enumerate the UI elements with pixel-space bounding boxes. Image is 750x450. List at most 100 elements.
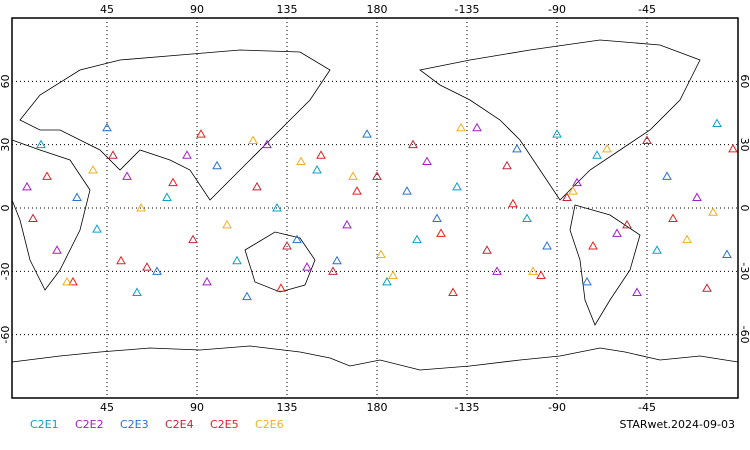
x-tick-label-top: 180	[367, 3, 388, 16]
triangle-marker	[142, 262, 152, 271]
triangle-marker	[572, 177, 582, 187]
triangle-marker	[492, 266, 502, 275]
triangle-marker	[388, 270, 398, 280]
triangle-marker	[432, 213, 442, 223]
triangle-marker	[562, 192, 572, 201]
triangle-marker	[68, 276, 78, 286]
triangle-marker	[136, 202, 146, 212]
triangle-marker	[376, 249, 386, 258]
triangle-marker	[122, 171, 132, 180]
x-tick-label-top: 45	[100, 3, 114, 16]
triangle-marker	[422, 156, 432, 166]
triangle-marker	[362, 129, 372, 138]
triangle-marker	[36, 139, 46, 149]
triangle-marker	[28, 213, 38, 223]
triangle-marker	[168, 177, 178, 187]
triangle-marker	[232, 255, 242, 265]
triangle-marker	[508, 198, 518, 208]
triangle-marker	[88, 164, 98, 174]
x-tick-label-top: -90	[548, 3, 566, 16]
triangle-marker	[316, 150, 326, 159]
triangle-marker	[642, 135, 652, 144]
x-tick-label-bottom: 45	[100, 401, 114, 414]
triangle-marker	[188, 234, 198, 244]
triangle-marker	[728, 143, 738, 153]
triangle-marker	[722, 249, 732, 258]
triangle-marker	[712, 118, 722, 128]
triangle-marker	[292, 234, 302, 244]
y-tick-label-left: 60	[0, 74, 12, 88]
triangle-marker	[222, 219, 232, 229]
triangle-marker	[62, 276, 72, 286]
triangle-marker	[708, 207, 718, 216]
triangle-marker	[512, 143, 522, 153]
y-tick-label-right: -60	[738, 326, 750, 344]
triangle-marker	[22, 181, 32, 191]
triangle-marker	[662, 171, 672, 180]
triangle-marker	[692, 192, 702, 201]
triangle-marker	[652, 245, 662, 254]
triangle-marker	[162, 192, 172, 201]
triangle-marker	[116, 255, 126, 265]
south-america-coast	[569, 204, 641, 326]
triangle-marker	[272, 202, 282, 212]
triangle-marker	[502, 160, 512, 170]
coastlines	[11, 39, 739, 371]
labels: 45 45 90 90 135 135 180 180 -135 -135 -90 -90 -45 -45…	[0, 3, 750, 431]
triangle-marker	[456, 122, 466, 132]
triangle-marker	[248, 135, 258, 144]
triangle-marker	[402, 186, 412, 195]
legend-entry: C2E4	[165, 418, 194, 431]
triangle-marker	[472, 122, 482, 132]
graticule	[12, 18, 738, 398]
triangle-marker	[382, 276, 392, 286]
triangle-marker	[632, 287, 642, 296]
antarctica-coast	[11, 345, 739, 371]
x-tick-label-bottom: -90	[548, 401, 566, 414]
triangle-marker	[102, 122, 112, 132]
triangle-marker	[552, 129, 562, 138]
triangle-marker	[348, 171, 358, 180]
x-tick-label-bottom: -135	[455, 401, 480, 414]
x-tick-label-bottom: 180	[367, 401, 388, 414]
australia-coast	[244, 231, 316, 293]
triangle-marker	[408, 139, 418, 149]
triangle-marker	[252, 181, 262, 191]
triangle-marker	[482, 245, 492, 254]
north-america-coast	[419, 39, 701, 201]
triangle-marker	[342, 219, 352, 229]
triangle-marker	[588, 240, 598, 250]
x-tick-label-top: 135	[277, 3, 298, 16]
y-tick-label-left: -60	[0, 326, 12, 344]
legend-entry: C2E1	[30, 418, 59, 431]
triangle-marker	[682, 234, 692, 244]
footer-label: STARwet.2024-09-03	[619, 418, 735, 431]
y-tick-label-right: 0	[738, 205, 750, 212]
triangle-marker	[276, 283, 286, 292]
triangle-marker	[92, 224, 102, 233]
triangle-marker	[372, 171, 382, 180]
triangle-marker	[52, 245, 62, 254]
y-tick-label-right: 60	[738, 74, 750, 88]
triangle-marker	[528, 266, 538, 275]
triangle-marker	[212, 160, 222, 170]
y-tick-label-right: 30	[738, 138, 750, 152]
triangle-marker	[242, 291, 252, 301]
y-tick-label-left: 0	[0, 205, 12, 212]
map-frame	[11, 17, 739, 399]
triangle-marker	[152, 266, 162, 275]
y-tick-label-right: -30	[738, 262, 750, 280]
triangle-marker	[702, 283, 712, 292]
triangle-marker	[332, 255, 342, 265]
triangle-marker	[72, 192, 82, 201]
triangle-marker	[132, 287, 142, 296]
legend-entry: C2E6	[255, 418, 284, 431]
triangle-marker	[202, 276, 212, 286]
triangle-marker	[42, 171, 52, 180]
triangle-marker	[282, 240, 292, 250]
x-tick-label-bottom: -45	[638, 401, 656, 414]
triangle-marker	[312, 164, 322, 174]
triangle-marker	[622, 219, 632, 229]
triangle-marker	[582, 276, 592, 286]
